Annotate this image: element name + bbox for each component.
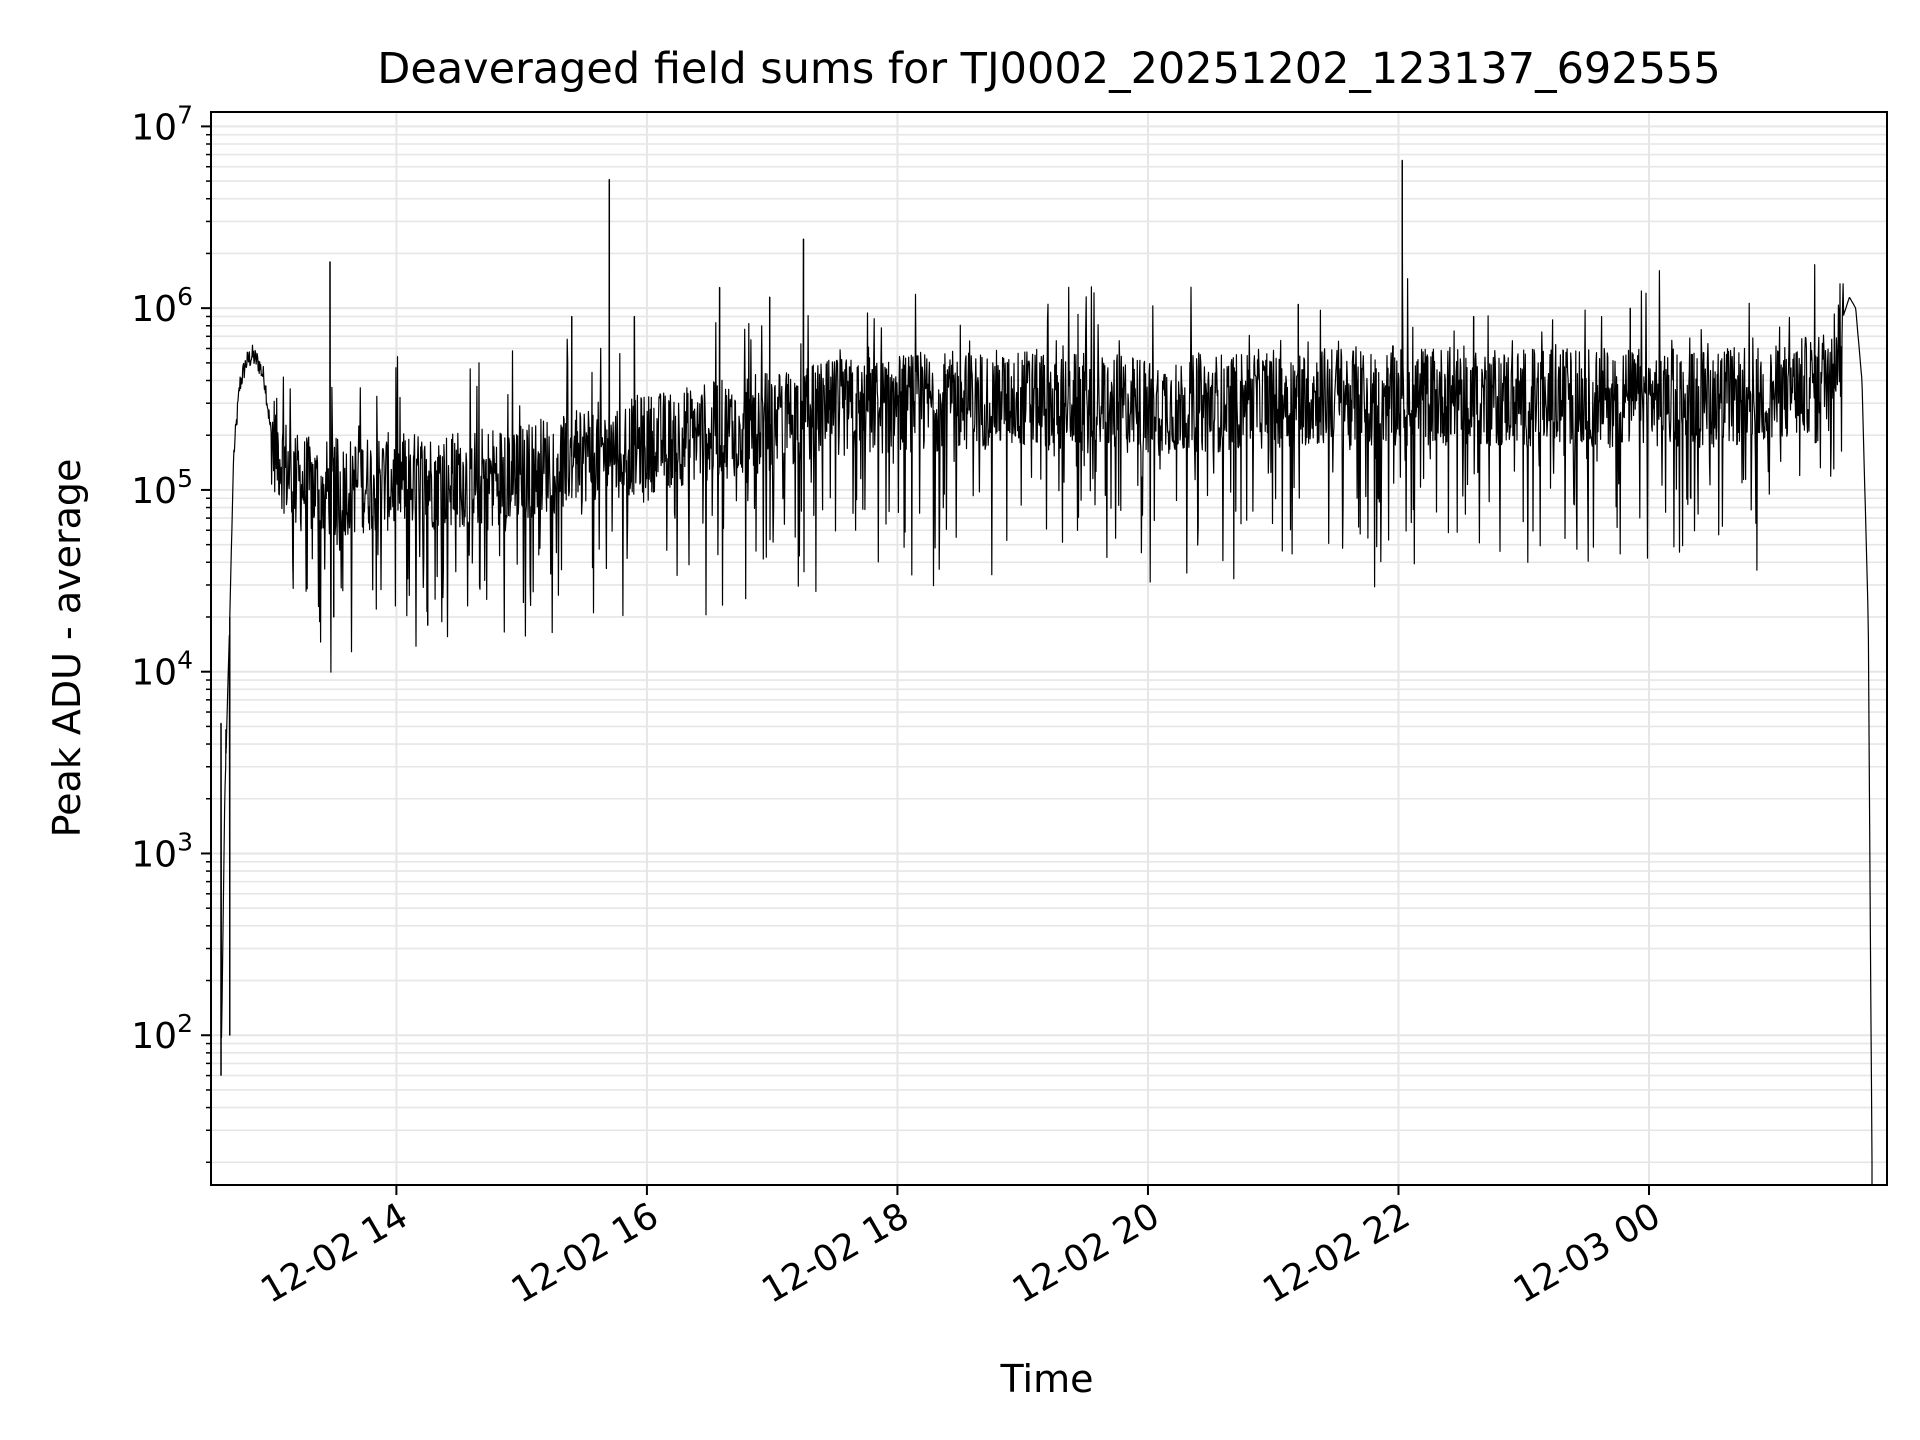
y-tick-label-exponent: 4 bbox=[177, 646, 193, 675]
series-line bbox=[220, 159, 1873, 1185]
y-tick-label-exponent: 5 bbox=[177, 464, 193, 493]
y-tick-label-base: 10 bbox=[131, 653, 177, 694]
x-axis-label: Time bbox=[1000, 1357, 1094, 1401]
plot-frame bbox=[210, 111, 1888, 1186]
y-tick-label-base: 10 bbox=[131, 107, 177, 148]
y-tick-label-base: 10 bbox=[131, 289, 177, 330]
y-tick-label-exponent: 6 bbox=[177, 282, 193, 311]
y-tick-label: 102 bbox=[131, 1009, 193, 1057]
y-tick-label: 107 bbox=[131, 100, 193, 148]
y-tick-label-exponent: 3 bbox=[177, 827, 193, 856]
y-tick-label: 103 bbox=[131, 827, 193, 875]
y-tick-label: 104 bbox=[131, 646, 193, 694]
series-layer bbox=[220, 159, 1873, 1185]
y-tick-label-exponent: 7 bbox=[177, 100, 193, 129]
y-tick-label-base: 10 bbox=[131, 834, 177, 875]
y-tick-label-base: 10 bbox=[131, 471, 177, 512]
y-axis-label: Peak ADU - average bbox=[45, 459, 89, 838]
chart-title: Deaveraged field sums for TJ0002_2025120… bbox=[377, 44, 1720, 94]
y-tick-label-exponent: 2 bbox=[177, 1009, 193, 1038]
y-tick-label: 105 bbox=[131, 464, 193, 512]
grid bbox=[211, 112, 1887, 1185]
y-tick-label: 106 bbox=[131, 282, 193, 330]
y-tick-label-base: 10 bbox=[131, 1016, 177, 1057]
